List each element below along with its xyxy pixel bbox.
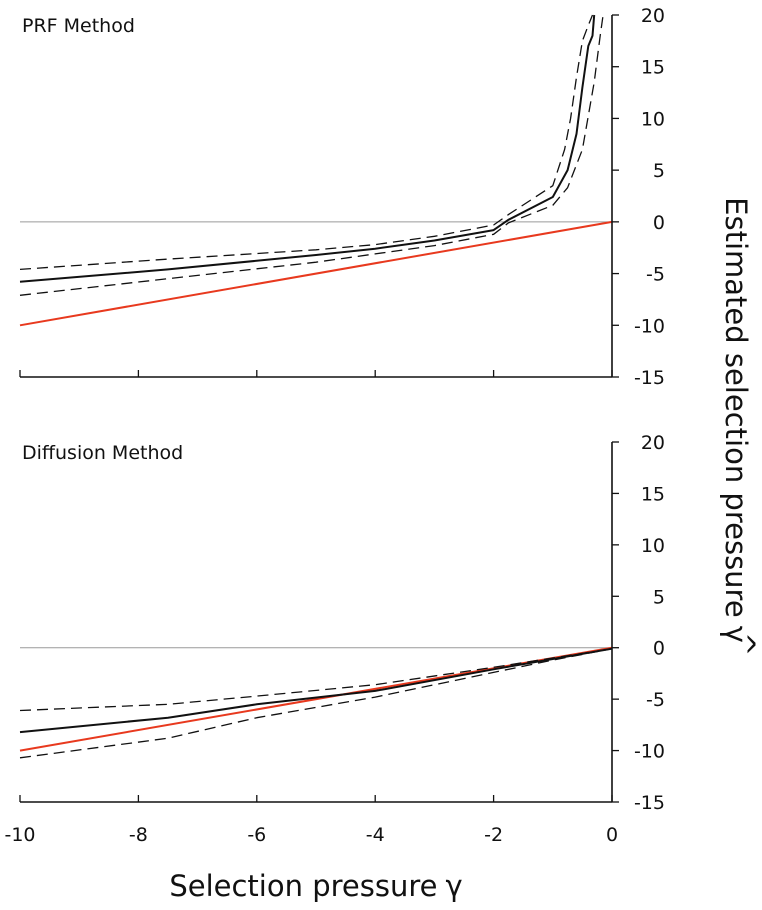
series-lower-bound-line-diffusion [19, 648, 613, 759]
y-tick-label-prf: 15 [641, 57, 665, 79]
y-tick-label-diffusion: -10 [634, 741, 665, 763]
series-upper-bound-line-diffusion [19, 648, 613, 712]
panel-prf: PRF Method 20 15 10 5 0 -5 -10 -15 [19, 5, 665, 389]
x-tick-label: -2 [484, 824, 503, 846]
y-tick-label-diffusion: -5 [646, 689, 665, 711]
panel-title-diffusion: Diffusion Method [22, 442, 183, 464]
x-tick-label: -4 [366, 824, 385, 846]
y-tick-label-diffusion: 5 [653, 586, 665, 608]
x-axis-title-text: Selection pressure [169, 869, 437, 903]
y-tick-label-diffusion: 0 [653, 638, 665, 660]
y-tick-label-diffusion: 15 [641, 483, 665, 505]
y-tick-label-prf: 10 [641, 108, 665, 130]
y-tick-label-prf: 20 [641, 5, 665, 27]
y-axis-hat: ^ [727, 632, 761, 656]
series-estimate-line-prf [19, 14, 596, 283]
y-tick-label-diffusion: 10 [641, 535, 665, 557]
y-axis-title: Estimated selection pressure γ ^ [719, 197, 761, 656]
x-axis-title: Selection pressure γ [169, 869, 462, 903]
y-tick-label-prf: 5 [653, 160, 665, 182]
series-upper-bound-line-prf [19, 14, 594, 271]
y-tick-label-diffusion: 20 [641, 432, 665, 454]
y-tick-label-prf: -5 [646, 264, 665, 286]
x-tick-label: 0 [606, 824, 618, 846]
panel-title-prf: PRF Method [22, 15, 135, 37]
x-axis-symbol: γ [445, 869, 462, 903]
y-tick-label-prf: -10 [634, 315, 665, 337]
x-tick-label: -6 [247, 824, 266, 846]
x-tick-label: -10 [4, 824, 35, 846]
y-tick-label-prf: 0 [653, 212, 665, 234]
series-estimate-line-diffusion [19, 647, 613, 734]
y-axis-title-text: Estimated selection pressure [719, 197, 753, 618]
series-lower-bound-line-prf [19, 14, 604, 296]
series-reference-y-x-line-prf [19, 220, 613, 327]
y-tick-label-diffusion: -15 [634, 792, 665, 814]
y-axis-symbol: γ [719, 626, 753, 643]
panel-diffusion: Diffusion Method -10 -8 -6 -4 -2 0 20 15 10 5 0 -5 -1… [4, 432, 665, 846]
y-tick-label-prf: -15 [634, 367, 665, 389]
svg-text:Estimated selection pressureγ: Estimated selection pressure γ [719, 197, 753, 643]
x-tick-label: -8 [129, 824, 148, 846]
